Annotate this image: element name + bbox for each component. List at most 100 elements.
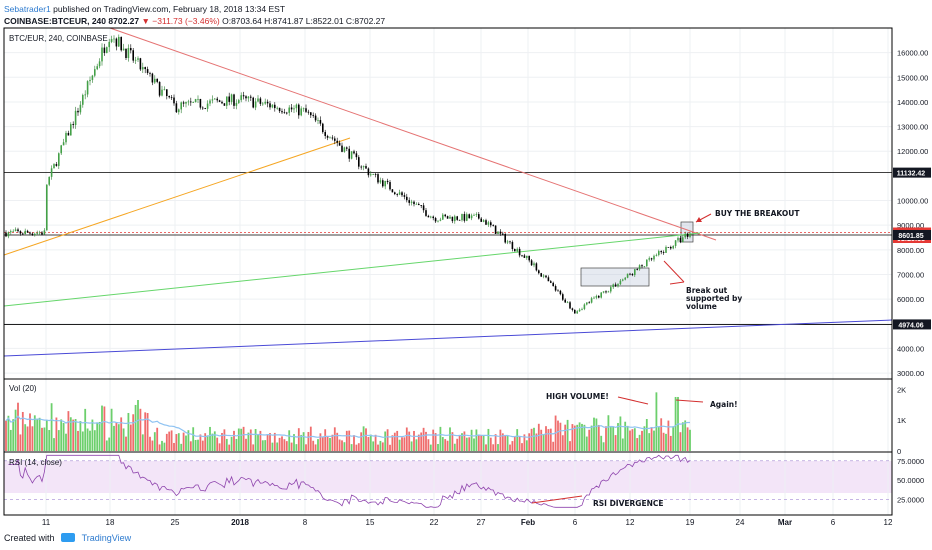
volume-bar	[14, 409, 17, 451]
volume-bar	[213, 431, 216, 451]
candle-body	[538, 270, 540, 274]
candle-body	[185, 101, 187, 104]
candle-body	[655, 254, 658, 256]
candle-body	[406, 196, 408, 201]
volume-bar	[377, 444, 379, 451]
downtrend-line[interactable]	[109, 27, 717, 241]
volume-bar	[168, 431, 171, 451]
volume-bar	[201, 440, 204, 451]
chart-header: Sebatrader1 published on TradingView.com…	[4, 3, 385, 27]
volume-bar	[686, 427, 689, 451]
volume-bar	[189, 441, 192, 451]
volume-bar	[36, 418, 39, 451]
candle-body	[634, 269, 636, 276]
y-tick-label: 13000.00	[897, 123, 928, 132]
candle-body	[593, 297, 595, 299]
x-tick-label: Mar	[778, 518, 792, 527]
candle-body	[598, 295, 600, 298]
candle-body	[161, 89, 163, 96]
candle-body	[262, 103, 264, 105]
volume-bar	[641, 430, 643, 451]
volume-bar	[542, 434, 545, 451]
candle-body	[610, 287, 612, 292]
volume-bar	[518, 436, 521, 451]
x-tick-label: 19	[686, 518, 695, 527]
candle-body	[84, 94, 86, 96]
volume-bar	[499, 429, 502, 451]
volume-bar	[141, 434, 144, 451]
candle-body	[494, 225, 497, 234]
volume-bar	[429, 444, 432, 451]
volume-ma-line	[5, 415, 690, 438]
volume-bar	[669, 435, 672, 451]
volume-bar	[381, 442, 384, 451]
symbol-line: COINBASE:BTCEUR, 240 8702.27 ▼ −311.73 (…	[4, 15, 385, 27]
candle-body	[336, 140, 338, 143]
candle-body	[142, 67, 144, 70]
candle-body	[437, 220, 439, 222]
candle-body	[350, 151, 353, 159]
volume-bar	[511, 441, 514, 451]
candle-body	[214, 98, 216, 100]
price-level-lines	[4, 172, 892, 325]
candle-body	[468, 214, 470, 219]
volume-bar	[240, 428, 243, 451]
volume-bar	[252, 444, 255, 451]
candle-body	[408, 200, 410, 203]
volume-bar	[69, 417, 72, 451]
orange-support-line[interactable]	[3, 137, 351, 256]
volume-bar	[180, 443, 183, 451]
tradingview-brand[interactable]: TradingView	[81, 533, 132, 543]
volume-bar	[350, 444, 353, 451]
volume-bar	[65, 433, 67, 451]
candle-body	[300, 108, 302, 116]
volume-bar	[257, 434, 259, 451]
blue-support-line[interactable]	[3, 319, 893, 357]
publish-line: Sebatrader1 published on TradingView.com…	[4, 3, 385, 15]
created-with-label: Created with	[4, 533, 55, 543]
candle-body	[67, 132, 70, 136]
volume-bar	[617, 423, 619, 451]
volume-bar	[465, 437, 468, 451]
volume-bar	[468, 437, 471, 451]
volume-bar	[513, 436, 516, 451]
candle-body	[334, 138, 336, 141]
candle-body	[276, 107, 278, 109]
volume-bar	[441, 437, 444, 451]
candle-body	[226, 96, 228, 106]
x-tick-label: 2018	[231, 518, 249, 527]
chart-canvas[interactable]: 11 18 25 2018 8 15 22 27 Feb 6 12 19 24 Mar 6 12 16000.0…	[0, 0, 932, 528]
author-link[interactable]: Sebatrader1	[4, 4, 51, 14]
volume-bar	[470, 429, 473, 451]
volume-bar	[293, 434, 295, 451]
volume-bar	[283, 439, 286, 451]
volume-bar	[552, 441, 555, 451]
price-level-label: 11132.42	[897, 171, 926, 178]
volume-bar	[74, 419, 77, 451]
volume-bar	[645, 418, 648, 451]
candle-body	[202, 107, 204, 109]
candle-body	[382, 180, 384, 187]
y-tick-label: 10000.00	[897, 197, 928, 206]
candle-body	[562, 294, 564, 300]
volume-bar	[45, 420, 48, 451]
x-tick-label: 27	[477, 518, 486, 527]
volume-bar	[425, 431, 427, 451]
candle-body	[48, 176, 50, 185]
volume-bar	[89, 430, 91, 451]
volume-bar	[237, 428, 240, 451]
volume-bar	[43, 427, 46, 451]
candle-body	[410, 201, 413, 203]
candle-body	[60, 145, 62, 154]
volume-bar	[177, 433, 180, 451]
candle-body	[10, 231, 12, 233]
volume-bar	[403, 437, 406, 451]
green-support-line[interactable]	[3, 232, 701, 307]
candle-body	[211, 99, 214, 101]
candle-body	[622, 279, 624, 281]
candle-body	[175, 103, 178, 113]
candle-body	[458, 219, 461, 221]
candle-body	[470, 215, 473, 219]
candle-body	[307, 111, 310, 113]
volume-bar	[614, 435, 617, 451]
